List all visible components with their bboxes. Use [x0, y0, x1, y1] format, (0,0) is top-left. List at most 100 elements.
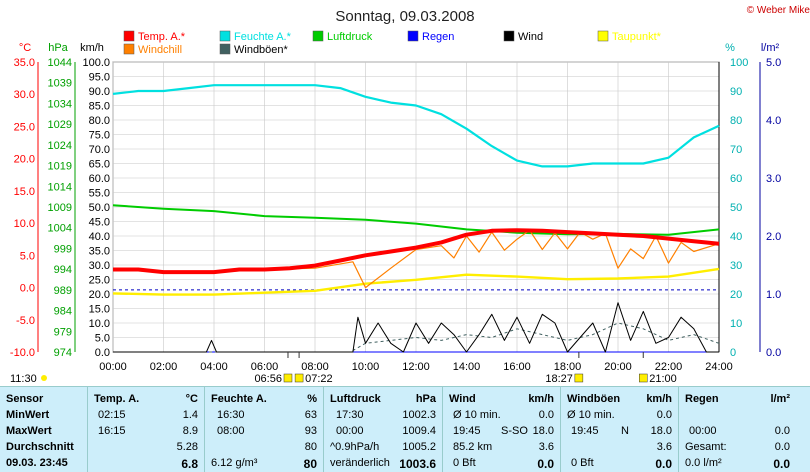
speed-tick-label: 100.0 — [82, 57, 110, 69]
x-tick-label: 12:00 — [402, 361, 430, 373]
temp-unit: °C — [185, 393, 198, 405]
temp-avg-value: 5.28 — [176, 441, 198, 453]
rain-unit-label: l/m² — [761, 42, 780, 54]
humidity-tick-label: 30 — [730, 260, 742, 272]
speed-tick-label: 30.0 — [89, 260, 110, 272]
temp-column: Temp. A. °C 02:15 1.4 16:15 8.9 5.28 6.8 — [88, 387, 205, 472]
x-tick-label: 06:00 — [251, 361, 279, 373]
humidity-current-value: 80 — [303, 457, 317, 471]
speed-tick-label: 45.0 — [89, 217, 110, 229]
time-marker-icon — [294, 373, 304, 383]
temp-tick-label: 20.0 — [14, 154, 35, 166]
row-label-avg: Durchschnitt — [6, 441, 74, 453]
humidity-tick-label: 60 — [730, 173, 742, 185]
time-marker-label: 18:27 — [545, 373, 573, 385]
pressure-forecast: veränderlich — [330, 457, 390, 469]
copyright-label: © Weber Mike — [747, 5, 810, 16]
time-marker-label: 21:00 — [649, 373, 677, 385]
humidity-tick-label: 20 — [730, 289, 742, 301]
wind-avg-label: Ø 10 min. — [453, 409, 501, 421]
legend-swatch — [407, 30, 419, 42]
speed-tick-label: 85.0 — [89, 101, 110, 113]
speed-unit-label: km/h — [80, 42, 104, 54]
speed-tick-label: 10.0 — [89, 318, 110, 330]
pressure-tick-label: 1009 — [48, 202, 72, 214]
pressure-tick-label: 1044 — [48, 57, 72, 69]
humidity-tick-label: 10 — [730, 318, 742, 330]
speed-tick-label: 55.0 — [89, 188, 110, 200]
humidity-avg-value: 80 — [304, 441, 317, 453]
gust-unit: km/h — [646, 393, 672, 405]
speed-tick-label: 35.0 — [89, 246, 110, 258]
temp-tick-label: 30.0 — [14, 89, 35, 101]
speed-tick-label: 0.0 — [95, 347, 110, 359]
gust-avg-value: 3.6 — [656, 441, 672, 453]
time-marker-icon — [574, 373, 584, 383]
series-line-windchill — [112, 229, 720, 289]
rain-max-value: 0.0 — [774, 425, 790, 437]
humidity-unit: % — [307, 393, 317, 405]
temp-tick-label: 0.0 — [20, 283, 35, 295]
left-marker-label: 11:30 — [10, 373, 37, 385]
wind-run: 85.2 km — [453, 441, 493, 453]
gust-avg-label: Ø 10 min. — [567, 409, 615, 421]
pressure-min-time: 17:30 — [336, 409, 364, 421]
humidity-min-time: 16:30 — [217, 409, 245, 421]
legend-swatch — [597, 30, 609, 42]
pressure-tick-label: 974 — [54, 347, 72, 359]
x-tick-label: 18:00 — [554, 361, 582, 373]
pressure-tick-label: 979 — [54, 326, 72, 338]
rain-tick-label: 5.0 — [766, 57, 781, 69]
humidity-tick-label: 70 — [730, 144, 742, 156]
pressure-avg-value: 1005.2 — [402, 441, 436, 453]
pressure-max-time: 00:00 — [336, 425, 364, 437]
temp-tick-label: -5.0 — [16, 315, 35, 327]
pressure-min-value: 1002.3 — [402, 409, 436, 421]
series-line-feuchte-a — [112, 84, 720, 168]
pressure-header: Luftdruck — [330, 393, 381, 405]
sensor-header: Sensor — [6, 393, 44, 405]
rain-tick-label: 2.0 — [766, 231, 781, 243]
wind-unit: km/h — [528, 393, 554, 405]
rain-total-value: 0.0 — [774, 441, 790, 453]
humidity-header: Feuchte A. — [211, 393, 267, 405]
pressure-max-value: 1009.4 — [402, 425, 436, 437]
rain-column: Regen l/m² 00:00 0.0 Gesamt: 0.0 0.0 l/m… — [679, 387, 810, 472]
rain-current-amount: 0.0 l/m² — [685, 457, 722, 469]
time-marker-icon — [283, 373, 293, 383]
pressure-tick-label: 1004 — [48, 223, 72, 235]
pressure-current-value: 1003.6 — [399, 457, 436, 471]
time-marker-icon — [639, 373, 648, 383]
gust-max-direction: N — [621, 425, 629, 437]
x-tick-label: 08:00 — [301, 361, 329, 373]
rain-current-value: 0.0 — [773, 457, 790, 471]
x-tick-label: 20:00 — [604, 361, 632, 373]
speed-tick-label: 50.0 — [89, 202, 110, 214]
temp-current-value: 6.8 — [181, 457, 198, 471]
rain-total-label: Gesamt: — [685, 441, 727, 453]
speed-tick-label: 80.0 — [89, 115, 110, 127]
speed-tick-label: 95.0 — [89, 72, 110, 84]
pressure-tick-label: 1024 — [48, 140, 72, 152]
temp-header: Temp. A. — [94, 393, 140, 405]
gust-max-time: 19:45 — [571, 425, 599, 437]
wind-max-time: 19:45 — [453, 425, 481, 437]
wind-beaufort: 0 Bft — [453, 457, 476, 469]
humidity-min-value: 63 — [304, 409, 317, 421]
humidity-tick-label: 40 — [730, 231, 742, 243]
temp-tick-label: 15.0 — [14, 186, 35, 198]
pressure-trend: ^0.9hPa/h — [330, 441, 380, 453]
series-line-taupunkt — [112, 267, 720, 296]
pressure-column: Luftdruck hPa 17:30 1002.3 00:00 1009.4 … — [324, 387, 443, 472]
gust-header: Windböen — [567, 393, 621, 405]
humidity-column: Feuchte A. % 16:30 63 08:00 93 80 6.12 g… — [205, 387, 324, 472]
rain-tick-label: 1.0 — [766, 289, 781, 301]
x-tick-label: 16:00 — [503, 361, 531, 373]
legend-label: Regen — [422, 31, 454, 43]
speed-tick-label: 25.0 — [89, 275, 110, 287]
humidity-absolute: 6.12 g/m³ — [211, 457, 258, 469]
speed-tick-label: 5.0 — [95, 333, 110, 345]
gust-avg10-value: 0.0 — [656, 409, 672, 421]
legend-label: Windchill — [138, 44, 182, 56]
rain-unit: l/m² — [770, 393, 790, 405]
